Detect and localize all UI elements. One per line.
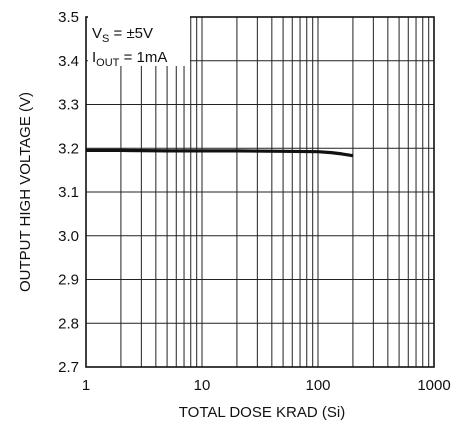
series-layer	[86, 148, 354, 158]
output-current-label: IOUT = 1mA	[92, 49, 167, 69]
y-tick-label: 3.2	[58, 140, 79, 157]
annotation-background	[88, 16, 190, 66]
x-tick-label: 10	[194, 377, 211, 394]
x-tick-label: 1	[82, 377, 90, 394]
x-tick-labels: 1 10 100 1000	[82, 377, 451, 394]
grid	[86, 17, 434, 367]
y-tick-label: 3.3	[58, 97, 79, 114]
y-tick-labels: 2.7 2.8 2.9 3.0 3.1 3.2 3.3 3.4 3.5	[58, 9, 79, 376]
plot-frame	[85, 16, 435, 368]
y-tick-label: 2.8	[58, 315, 79, 332]
x-axis-title: TOTAL DOSE KRAD (Si)	[179, 404, 345, 421]
y-tick-label: 3.1	[58, 184, 79, 201]
x-tick-label: 100	[305, 377, 330, 394]
series-line-0	[86, 148, 354, 158]
y-tick-label: 2.9	[58, 272, 79, 289]
supply-voltage-label: VS = ±5V	[92, 25, 153, 45]
y-tick-label: 3.0	[58, 228, 79, 245]
condition-annotation: VS = ±5V IOUT = 1mA	[88, 16, 190, 69]
y-axis-title: OUTPUT HIGH VOLTAGE (V)	[17, 92, 34, 292]
x-tick-label: 1000	[417, 377, 450, 394]
y-tick-label: 3.5	[58, 9, 79, 26]
y-tick-label: 3.4	[58, 53, 79, 70]
y-tick-label: 2.7	[58, 359, 79, 376]
